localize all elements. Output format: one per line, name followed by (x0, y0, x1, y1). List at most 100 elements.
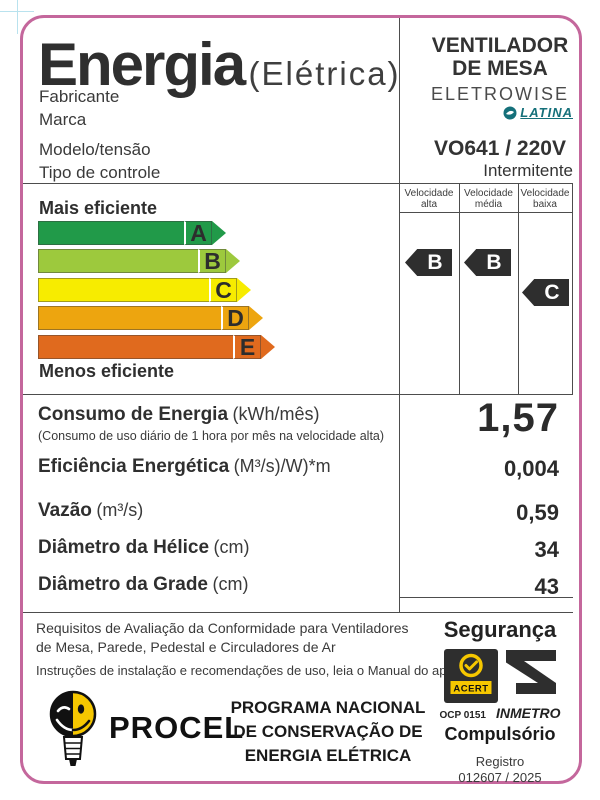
rating-bar-D: D (38, 305, 263, 331)
header-rule (23, 183, 573, 184)
speed-header-underline (399, 212, 573, 213)
rating-bar-A-tip (212, 221, 226, 245)
product-line2: DE MESA (452, 57, 548, 80)
speed-col-baixa-line1: Velocidade (520, 188, 570, 199)
grade-label-text: Diâmetro da Grade (38, 574, 208, 595)
tipo-controle-label: Tipo de controle (39, 163, 161, 182)
title-energia: Energia (38, 31, 246, 98)
rating-bar-D-body (38, 306, 221, 330)
speed-rating-baixa: C (522, 279, 569, 306)
requisitos-line2: de Mesa, Parede, Pedestal e Circuladores… (36, 639, 336, 655)
acert-logo-icon: ACERT (444, 649, 498, 703)
title-eletrica: (Elétrica) (248, 55, 401, 92)
rating-bar-C-letter: C (209, 277, 237, 303)
certification-codes: OCP 0151 INMETRO (427, 705, 573, 721)
brand-logo: LATINA (427, 105, 599, 120)
rating-bar-C-tip (237, 278, 251, 302)
marca-label: Marca (39, 110, 87, 129)
speed-col-header-media: Velocidade média (459, 188, 518, 210)
fabricante-label: Fabricante (39, 87, 120, 106)
rating-bar-E-tip (261, 335, 275, 359)
procel-logo-text: PROCEL (109, 710, 245, 745)
latina-globe-icon (503, 106, 517, 119)
model-voltage-value: VO641 / 220V (434, 137, 566, 160)
consumo-label-text: Consumo de Energia (38, 404, 229, 425)
rating-bar-D-tip (249, 306, 263, 330)
vazao-unit: (m³/s) (96, 500, 144, 520)
manufacturer-name: ELETROWISE (430, 84, 570, 104)
rating-bar-B-body (38, 249, 198, 273)
values-bottom-rule (399, 597, 573, 598)
helice-unit: (cm) (213, 537, 250, 557)
product-line1: VENTILADOR (431, 34, 569, 57)
ocp-code: OCP 0151 (439, 710, 486, 721)
eficiencia-label-text: Eficiência Energética (38, 456, 230, 477)
speed-rating-media: B (464, 249, 511, 276)
product-type: VENTILADOR DE MESA (427, 34, 573, 80)
eficiencia-label: Eficiência Energética (M³/s)/W)*m (38, 456, 331, 478)
brand-logo-text: LATINA (520, 105, 573, 120)
procel-bulb-icon (49, 690, 97, 766)
speed-col-line-2 (518, 183, 519, 394)
footer-rule (23, 612, 573, 613)
program-name: PROGRAMA NACIONAL DE CONSERVAÇÃO DE ENER… (228, 696, 428, 768)
speed-col-line-3 (572, 183, 573, 394)
page-title: Energia (Elétrica) (38, 30, 401, 99)
program-line3: ENERGIA ELÉTRICA (244, 746, 412, 765)
eficiencia-value: 0,004 (503, 456, 559, 481)
speed-rating-alta: B (405, 249, 452, 276)
registration-block: Registro 012607 / 2025 (427, 754, 573, 786)
registro-label: Registro (475, 754, 525, 769)
consumo-unit: (kWh/mês) (232, 404, 320, 424)
speed-col-media-line1: Velocidade (464, 188, 513, 199)
svg-text:ACERT: ACERT (453, 684, 488, 695)
vertical-divider (399, 18, 400, 612)
control-type-value: Intermitente (483, 161, 573, 180)
helice-value: 34 (534, 537, 559, 562)
rating-bar-A-letter: A (184, 220, 212, 246)
rating-bar-E-letter: E (233, 334, 261, 360)
rating-bar-E: E (38, 334, 275, 360)
instructions-note: Instruções de instalação e recomendações… (36, 663, 487, 678)
conformity-requirements: Requisitos de Avaliação da Conformidade … (36, 619, 409, 657)
requisitos-line1: Requisitos de Avaliação da Conformidade … (36, 620, 409, 636)
vazao-value: 0,59 (516, 500, 559, 525)
speed-col-header-baixa: Velocidade baixa (518, 188, 572, 210)
compulsorio-label: Compulsório (444, 724, 556, 744)
rating-bar-B-tip (226, 249, 240, 273)
speed-col-line-1 (459, 183, 460, 394)
rating-bar-E-body (38, 335, 233, 359)
vazao-label-text: Vazão (38, 500, 92, 521)
consumo-value: 1,57 (477, 396, 559, 440)
grade-unit: (cm) (212, 574, 249, 594)
crop-mark-vertical (17, 0, 18, 34)
less-efficient-label: Menos eficiente (39, 361, 175, 381)
rating-bar-B: B (38, 248, 240, 274)
rating-bar-C: C (38, 277, 251, 303)
program-line2: DE CONSERVAÇÃO DE (233, 722, 423, 741)
certification-logos: ACERT (427, 649, 573, 703)
eficiencia-unit: (M³/s)/W)*m (233, 456, 331, 476)
consumo-label: Consumo de Energia (kWh/mês) (38, 404, 319, 426)
registro-number: 012607 / 2025 (458, 770, 542, 785)
vazao-label: Vazão (m³/s) (38, 500, 143, 522)
grade-label: Diâmetro da Grade (cm) (38, 574, 248, 596)
grade-value: 43 (534, 574, 559, 599)
energy-label: Energia (Elétrica) Fabricante Marca Mode… (20, 15, 582, 786)
more-efficient-label: Mais eficiente (39, 198, 158, 218)
speed-col-alta-line2: alta (420, 199, 438, 210)
specs-top-rule (23, 394, 573, 395)
safety-block: Segurança ACERT OCP 0151 INMETRO Compuls… (427, 617, 573, 786)
helice-label-text: Diâmetro da Hélice (38, 537, 210, 558)
modelo-label: Modelo/tensão (39, 140, 151, 159)
rating-bar-A-body (38, 221, 184, 245)
program-line1: PROGRAMA NACIONAL (230, 698, 426, 717)
rating-bar-D-letter: D (221, 305, 249, 331)
inmetro-label: INMETRO (495, 705, 561, 721)
helice-label: Diâmetro da Hélice (cm) (38, 537, 250, 559)
speed-col-baixa-line2: baixa (533, 199, 557, 210)
rating-bar-B-letter: B (198, 248, 226, 274)
speed-col-header-alta: Velocidade alta (399, 188, 459, 210)
inmetro-logo-icon (506, 650, 556, 694)
